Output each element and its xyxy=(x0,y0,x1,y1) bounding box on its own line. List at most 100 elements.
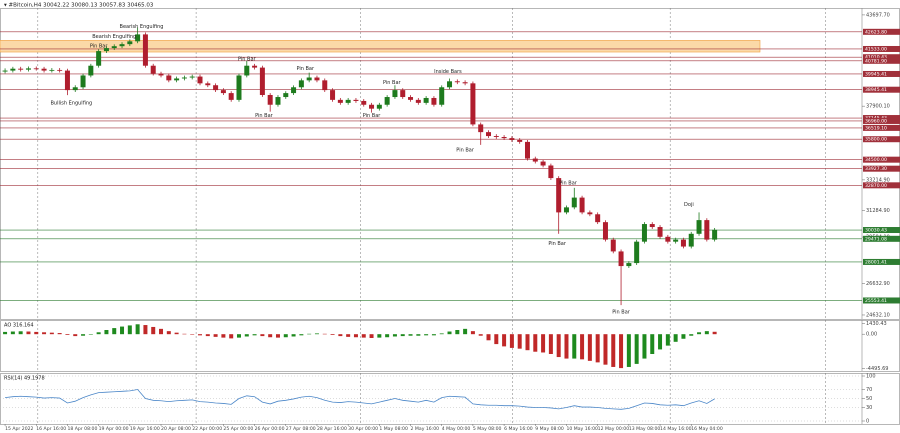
level-label: 35800.00 xyxy=(865,137,887,143)
annotation: Bearish Engulfing xyxy=(92,34,136,40)
candle-body xyxy=(353,99,359,101)
histogram-bar xyxy=(611,334,616,367)
candle-body xyxy=(236,75,242,100)
candle-body xyxy=(626,263,632,267)
candle-body xyxy=(610,239,616,252)
candle-body xyxy=(337,99,343,103)
candle-body xyxy=(88,65,94,76)
histogram-bar xyxy=(65,334,70,335)
level-label: 40781.90 xyxy=(865,58,887,64)
histogram-bar xyxy=(346,334,351,337)
candle-body xyxy=(283,93,289,98)
candle-body xyxy=(696,220,702,234)
annotation: Bullish Engulfing xyxy=(51,100,93,106)
candle-body xyxy=(688,233,694,247)
candle-body xyxy=(447,81,453,88)
histogram-bar xyxy=(252,334,257,336)
histogram-bar xyxy=(96,332,101,335)
level-label-box xyxy=(863,235,900,242)
panel-title: RSI(14) 49.1978 xyxy=(4,376,45,382)
histogram-bar xyxy=(229,334,234,339)
histogram-bar xyxy=(619,334,624,369)
level-label: 33927.30 xyxy=(865,166,887,172)
histogram-bar xyxy=(307,333,312,335)
histogram-bar xyxy=(626,334,631,367)
level-label: 28001.41 xyxy=(865,259,887,265)
histogram-bar xyxy=(283,334,288,338)
histogram-bar xyxy=(361,334,366,338)
candle-body xyxy=(587,212,593,215)
level-label-box xyxy=(863,117,900,124)
histogram-bar xyxy=(151,326,156,335)
candle-body xyxy=(158,73,164,76)
candle-body xyxy=(174,78,180,81)
annotation: Bearish Engulfing xyxy=(120,24,164,30)
histogram-bar xyxy=(369,334,374,338)
histogram-bar xyxy=(166,331,171,335)
candle-body xyxy=(18,68,24,70)
level-label-box xyxy=(863,297,900,304)
histogram-bar xyxy=(533,334,538,352)
chart-header: ▾ #Bitcoin,H4 30042.22 30080.13 30057.83… xyxy=(4,3,154,9)
histogram-bar xyxy=(244,334,249,337)
histogram-bar xyxy=(424,334,429,336)
level-label-box xyxy=(863,70,900,77)
histogram-bar xyxy=(681,334,686,339)
y-tick-label: 0 xyxy=(866,419,869,425)
candle-body xyxy=(96,51,102,66)
y-tick-label: 33214.90 xyxy=(866,177,890,183)
histogram-bar xyxy=(57,333,62,335)
x-tick-label: 27 Apr 08:00 xyxy=(286,426,316,432)
candle-body xyxy=(392,90,398,98)
histogram-bar xyxy=(541,334,546,353)
histogram-bar xyxy=(314,333,319,335)
level-label: 25553.41 xyxy=(865,298,887,304)
x-tick-label: 6 May 16:00 xyxy=(504,426,533,432)
candle-body xyxy=(376,104,382,109)
histogram-bar xyxy=(34,331,39,335)
x-tick-label: 12 May 00:00 xyxy=(598,426,630,432)
histogram-bar xyxy=(478,334,483,336)
histogram-bar xyxy=(400,334,405,337)
candle-body xyxy=(439,87,445,105)
candle-body xyxy=(259,67,265,95)
y-tick-label: 26632.90 xyxy=(866,281,890,287)
candle-body xyxy=(189,76,195,78)
histogram-bar xyxy=(159,328,164,335)
level-label: 30030.43 xyxy=(865,228,887,234)
x-tick-label: 5 May 08:00 xyxy=(473,426,502,432)
x-tick-label: 18 Apr 08:00 xyxy=(67,426,97,432)
histogram-bar xyxy=(525,334,530,351)
candle-body xyxy=(181,77,187,79)
histogram-bar xyxy=(73,334,78,337)
candle-body xyxy=(400,90,406,98)
histogram-bar xyxy=(704,331,709,335)
candle-body xyxy=(135,34,141,42)
histogram-bar xyxy=(595,334,600,363)
x-tick-label: 10 May 16:00 xyxy=(566,426,598,432)
candle-body xyxy=(64,70,70,91)
candle-body xyxy=(127,41,133,45)
histogram-bar xyxy=(213,334,218,337)
histogram-bar xyxy=(431,334,436,336)
candle-body xyxy=(579,197,585,213)
histogram-bar xyxy=(603,334,608,365)
histogram-bar xyxy=(112,328,117,335)
histogram-bar xyxy=(463,328,468,335)
histogram-bar xyxy=(658,334,663,350)
histogram-bar xyxy=(470,331,475,335)
candle-body xyxy=(548,165,554,179)
candle-body xyxy=(478,124,484,133)
histogram-bar xyxy=(205,334,210,337)
rsi-line xyxy=(5,389,715,410)
annotation: Inside Bars xyxy=(434,69,462,75)
x-tick-label: 13 May 08:00 xyxy=(629,426,661,432)
level-label-box xyxy=(863,227,900,234)
candle-body xyxy=(462,82,468,84)
candle-body xyxy=(33,68,39,70)
histogram-bar xyxy=(198,334,203,336)
candle-body xyxy=(220,90,226,94)
candle-body xyxy=(509,138,515,140)
annotation: Pin Bar xyxy=(456,148,475,154)
candle-body xyxy=(454,81,460,83)
